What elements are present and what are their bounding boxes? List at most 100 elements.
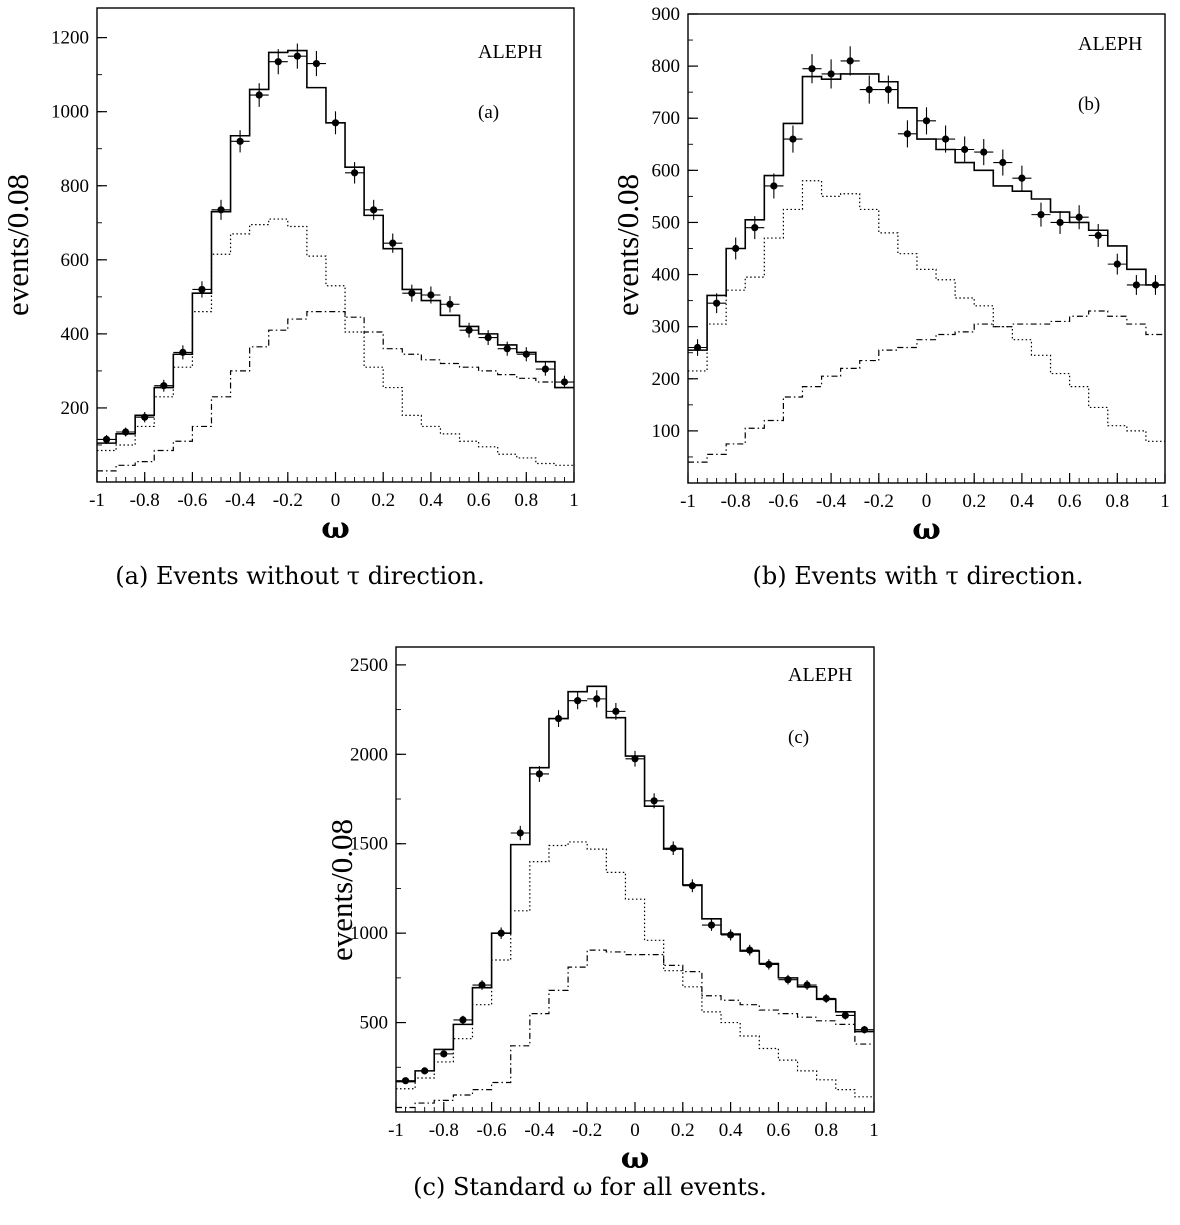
data-marker	[669, 844, 677, 852]
data-point	[1069, 205, 1089, 230]
y-axis-label: events/0.08	[610, 174, 645, 316]
data-marker	[236, 137, 244, 145]
data-point	[859, 75, 879, 104]
data-marker	[427, 291, 435, 299]
data-marker	[370, 206, 378, 214]
data-point	[587, 690, 607, 708]
data-marker	[713, 299, 721, 307]
data-point	[230, 130, 250, 153]
data-point	[440, 296, 460, 313]
data-point	[1145, 275, 1165, 295]
data-point	[192, 281, 212, 298]
data-point	[840, 46, 860, 76]
data-point	[740, 944, 760, 956]
data-marker	[459, 1016, 467, 1024]
data-point	[764, 173, 784, 199]
data-point	[211, 199, 231, 220]
y-tick-label: 600	[61, 250, 90, 271]
data-point	[554, 375, 574, 389]
data-point	[396, 1077, 416, 1085]
data-marker	[732, 244, 740, 253]
data-point	[1088, 224, 1108, 247]
data-point	[854, 1025, 874, 1034]
data-marker	[865, 85, 873, 94]
data-point	[1031, 202, 1051, 227]
data-point	[421, 286, 441, 304]
data-point	[516, 347, 536, 362]
x-tick-label: 0.6	[767, 1120, 791, 1141]
data-marker	[784, 976, 792, 984]
data-marker	[484, 333, 492, 342]
data-marker	[999, 158, 1007, 167]
data-point	[721, 929, 741, 941]
data-marker	[1113, 260, 1121, 268]
data-marker	[650, 797, 658, 805]
data-point	[625, 750, 645, 767]
data-marker	[841, 1011, 849, 1020]
data-point	[726, 237, 746, 260]
data-point	[783, 125, 803, 153]
data-marker	[884, 85, 892, 94]
x-tick-label: 0.8	[1105, 491, 1129, 512]
data-point	[797, 980, 817, 990]
data-point	[383, 233, 403, 253]
y-tick-label: 1200	[51, 28, 89, 49]
x-tick-label: -1	[388, 1120, 404, 1141]
data-marker	[198, 285, 206, 294]
x-axis-label: ω	[321, 511, 350, 546]
panel-b: -1 -0.8 -0.6 -0.4 -0.2 0 0.2 0.4 0.6 0.8 1 100 200 30…	[610, 4, 1170, 547]
data-point	[510, 825, 530, 841]
data-point	[878, 75, 898, 104]
data-marker	[122, 428, 130, 436]
histogram-dotted	[396, 841, 874, 1098]
y-tick-label: 2500	[350, 655, 388, 676]
data-marker	[1018, 174, 1026, 182]
data-point	[415, 1067, 435, 1075]
data-point	[472, 980, 492, 990]
x-tick-label: 0.2	[371, 490, 395, 511]
data-point	[497, 341, 517, 356]
x-tick-label: -1	[680, 491, 696, 512]
y-tick-label: 200	[652, 369, 681, 390]
data-marker	[440, 1050, 448, 1058]
data-marker	[102, 435, 111, 444]
y-axis-label: events/0.08	[0, 174, 35, 316]
data-point	[135, 412, 155, 423]
panel-c: -1 -0.8 -0.6 -0.4 -0.2 0 0.2 0.4 0.6 0.8 150010001…	[324, 646, 879, 1176]
histogram-dashdot	[396, 949, 874, 1109]
y-tick-label: 900	[652, 4, 681, 25]
data-marker	[789, 135, 797, 143]
data-marker	[535, 770, 543, 778]
x-tick-label: -0.8	[721, 491, 751, 512]
data-marker	[574, 697, 582, 705]
data-point	[816, 993, 836, 1003]
data-point	[116, 427, 136, 437]
x-tick-label: 0.4	[719, 1120, 743, 1141]
data-marker	[980, 148, 988, 156]
data-point	[701, 919, 722, 931]
data-point	[835, 1011, 855, 1020]
x-tick-label: 0.6	[467, 490, 491, 511]
data-point	[974, 139, 994, 166]
data-point	[663, 841, 683, 855]
experiment-label: ALEPH	[1078, 33, 1142, 55]
data-point	[778, 974, 798, 985]
x-tick-label: -0.6	[477, 1120, 507, 1141]
x-tick-label: 0.8	[814, 1120, 838, 1141]
experiment-label: ALEPH	[788, 664, 852, 686]
data-marker	[1094, 231, 1102, 240]
data-point	[268, 49, 288, 75]
data-point	[434, 1050, 454, 1058]
y-tick-label: 1500	[350, 834, 388, 855]
data-marker	[217, 206, 225, 214]
data-point	[459, 322, 479, 338]
data-marker	[961, 145, 969, 154]
data-point	[491, 927, 511, 939]
data-marker	[746, 946, 754, 954]
data-marker	[770, 182, 778, 190]
data-marker	[688, 882, 696, 890]
data-marker	[860, 1026, 869, 1034]
data-marker	[179, 348, 187, 356]
x-tick-label: 0.4	[1010, 491, 1034, 512]
data-marker	[446, 300, 454, 308]
